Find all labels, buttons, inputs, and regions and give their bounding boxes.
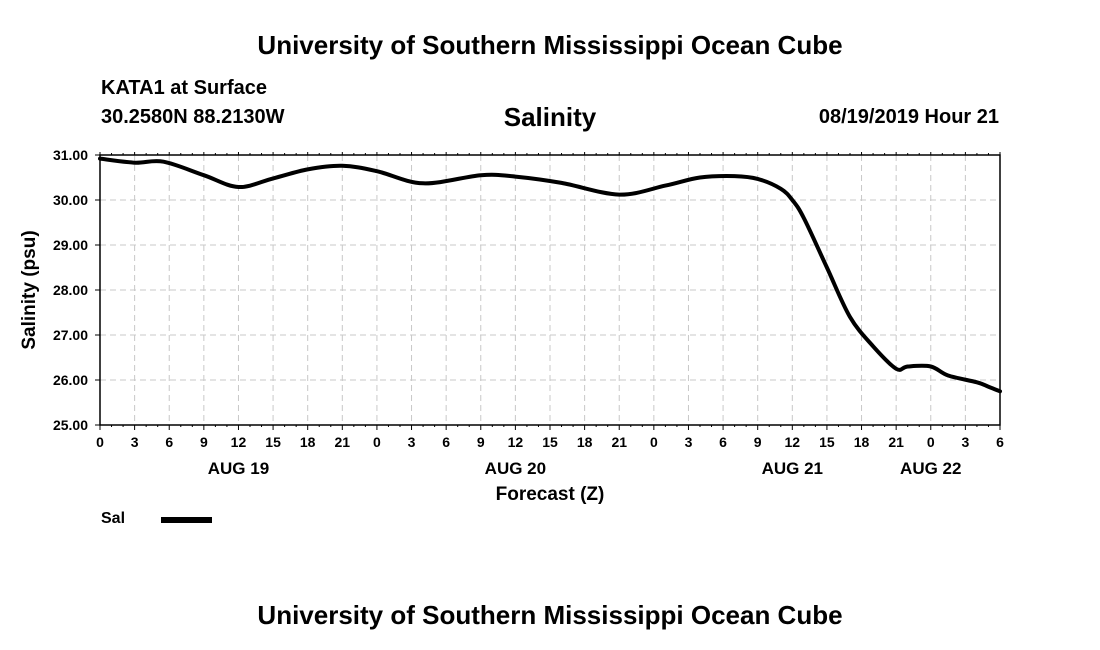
- axis-ticks: 0 3 6 9 12 15 18 21 0 3 6 9 12 15 18 21 0 3 6 9 12 15 18 21 0 3 6 2…: [53, 147, 1004, 478]
- x-tick-label: 3: [961, 434, 969, 450]
- y-tick-label: 26.00: [53, 372, 88, 388]
- x-tick-label: 0: [373, 434, 381, 450]
- footer-title: University of Southern Mississippi Ocean…: [257, 600, 843, 630]
- series-line-sal: [98, 156, 1002, 394]
- day-label: AUG 20: [485, 459, 546, 478]
- forecast-datetime: 08/19/2019 Hour 21: [818, 106, 999, 128]
- x-tick-label: 6: [442, 434, 450, 450]
- legend-label: Sal: [101, 510, 126, 527]
- x-tick-label: 9: [477, 434, 485, 450]
- x-tick-label: 0: [96, 434, 104, 450]
- x-tick-label: 12: [508, 434, 524, 450]
- x-tick-label: 12: [785, 434, 801, 450]
- x-tick-label: 9: [200, 434, 208, 450]
- x-tick-label: 18: [854, 434, 870, 450]
- y-axis-label: Salinity (psu): [19, 230, 40, 349]
- day-label: AUG 19: [208, 459, 269, 478]
- y-tick-label: 31.00: [53, 147, 88, 163]
- chart-title: Salinity: [503, 102, 597, 132]
- x-tick-label: 12: [231, 434, 247, 450]
- x-tick-label: 15: [265, 434, 281, 450]
- station-coordinates: 30.2580N 88.2130W: [101, 106, 285, 128]
- x-tick-label: 15: [819, 434, 835, 450]
- x-tick-label: 21: [611, 434, 627, 450]
- station-label: KATA1 at Surface: [101, 77, 267, 99]
- x-tick-label: 15: [542, 434, 558, 450]
- x-tick-label: 18: [577, 434, 593, 450]
- y-tick-label: 30.00: [53, 192, 88, 208]
- grid: [100, 155, 1000, 425]
- legend-swatch: [161, 517, 212, 523]
- y-tick-label: 25.00: [53, 417, 88, 433]
- x-tick-label: 21: [335, 434, 351, 450]
- series-layer: [98, 156, 1002, 394]
- y-tick-label: 28.00: [53, 282, 88, 298]
- page-title: University of Southern Mississippi Ocean…: [257, 30, 843, 60]
- x-tick-label: 18: [300, 434, 316, 450]
- x-tick-label: 0: [927, 434, 935, 450]
- x-axis-label: Forecast (Z): [496, 484, 605, 505]
- x-tick-label: 6: [719, 434, 727, 450]
- day-label: AUG 22: [900, 459, 961, 478]
- x-tick-label: 9: [754, 434, 762, 450]
- x-tick-label: 3: [685, 434, 693, 450]
- x-tick-label: 3: [131, 434, 139, 450]
- x-tick-label: 6: [996, 434, 1004, 450]
- x-tick-label: 0: [650, 434, 658, 450]
- x-tick-label: 3: [408, 434, 416, 450]
- day-label: AUG 21: [762, 459, 823, 478]
- x-tick-label: 21: [888, 434, 904, 450]
- y-tick-label: 29.00: [53, 237, 88, 253]
- x-tick-label: 6: [165, 434, 173, 450]
- y-tick-label: 27.00: [53, 327, 88, 343]
